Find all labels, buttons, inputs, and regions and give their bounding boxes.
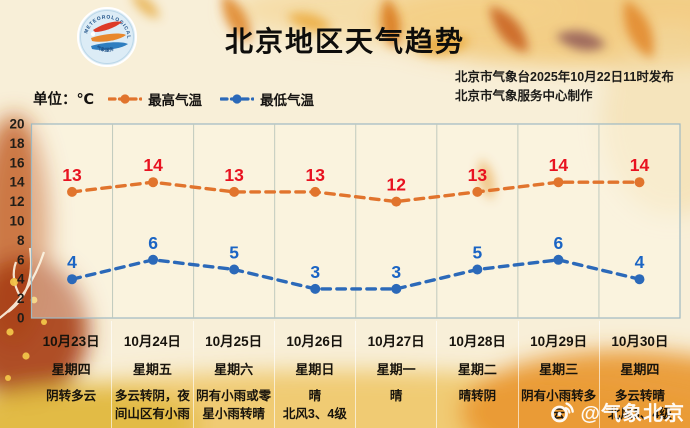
weibo-icon — [551, 401, 575, 422]
forecast-day-column: 10月26日 星期日晴 北风3、4级 — [273, 321, 355, 428]
forecast-weekday: 星期一 — [376, 362, 416, 377]
forecast-day-column: 10月30日 星期四多云转晴 北风3、4级 — [598, 321, 680, 428]
meteorological-service-logo: METEOROLOGICAL SERVICE 气象服务 — [74, 2, 138, 68]
page-title: 北京地区天气趋势 — [224, 26, 465, 57]
forecast-condition: 晴 — [389, 389, 403, 403]
forecast-day-column: 10月29日星期三阴有小雨转多云 — [517, 321, 599, 428]
forecast-date: 10月23日 — [42, 334, 100, 349]
forecast-weekday: 星期五 — [132, 362, 172, 377]
unit-label: 单位：℃ — [33, 92, 95, 108]
forecast-condition: 阴有小雨或零星小雨转晴 — [196, 389, 272, 422]
forecast-weekday: 星期二 — [457, 362, 497, 377]
forecast-condition: 多云转阴，夜间山区有小雨 — [114, 389, 190, 422]
chart-legend: 单位：℃ 最高气温 最低气温 — [33, 88, 332, 109]
legend-item-low-temp: 最低气温 — [220, 89, 314, 109]
forecast-day-column: 10月28日 星期二晴转阴 — [436, 321, 517, 428]
legend-item-high-temp: 最高气温 — [108, 89, 202, 109]
publish-line1: 北京市气象台2025年10月22日11时发布 — [455, 70, 674, 84]
forecast-weekday: 星期三 — [539, 362, 579, 377]
daily-forecast-row: 10月23日 星期四 阴转多云 10月24日 星期五 多云转阴，夜间山区有小雨 10月25日… — [31, 321, 680, 428]
forecast-condition: 晴 北风3、4级 — [282, 389, 347, 422]
low-temp-line-icon — [220, 93, 255, 104]
forecast-date: 10月29日 — [530, 334, 588, 349]
forecast-weekday: 星期四 — [620, 362, 660, 377]
forecast-day-column: 10月25日 星期六阴有小雨或零星小雨转晴 — [192, 321, 274, 428]
forecast-day-column: 10月23日 星期四阴转多云 — [31, 321, 111, 428]
forecast-condition: 多云转晴 北风3、4级 — [607, 389, 672, 422]
forecast-day-column: 10月24日 星期五多云转阴，夜间山区有小雨 — [111, 321, 192, 428]
forecast-weekday: 星期六 — [214, 362, 254, 377]
publish-line2: 北京市气象服务中心制作 — [455, 89, 593, 104]
weibo-watermark: @气象北京 — [549, 397, 685, 426]
watermark-text: @气象北京 — [580, 403, 685, 425]
forecast-weekday: 星期四 — [51, 362, 91, 377]
forecast-date: 10月24日 — [123, 334, 181, 349]
forecast-condition: 阴转多云 — [46, 389, 97, 403]
forecast-day-column: 10月27日 星期一晴 — [355, 321, 436, 428]
high-temp-line-icon — [108, 93, 143, 104]
logo-bottom-text: 气象服务 — [95, 44, 115, 54]
forecast-date: 10月28日 — [448, 334, 506, 349]
publish-info: 北京市气象台2025年10月22日11时发布 北京市气象服务中心制作 — [455, 68, 674, 107]
forecast-weekday: 星期日 — [295, 362, 335, 377]
forecast-date: 10月25日 — [205, 334, 263, 349]
forecast-condition: 晴转阴 — [458, 389, 497, 403]
forecast-date: 10月26日 — [286, 334, 344, 349]
high-temp-legend-label: 最高气温 — [148, 92, 203, 108]
forecast-date: 10月30日 — [611, 334, 669, 349]
low-temp-legend-label: 最低气温 — [260, 92, 315, 108]
forecast-date: 10月27日 — [367, 334, 425, 349]
